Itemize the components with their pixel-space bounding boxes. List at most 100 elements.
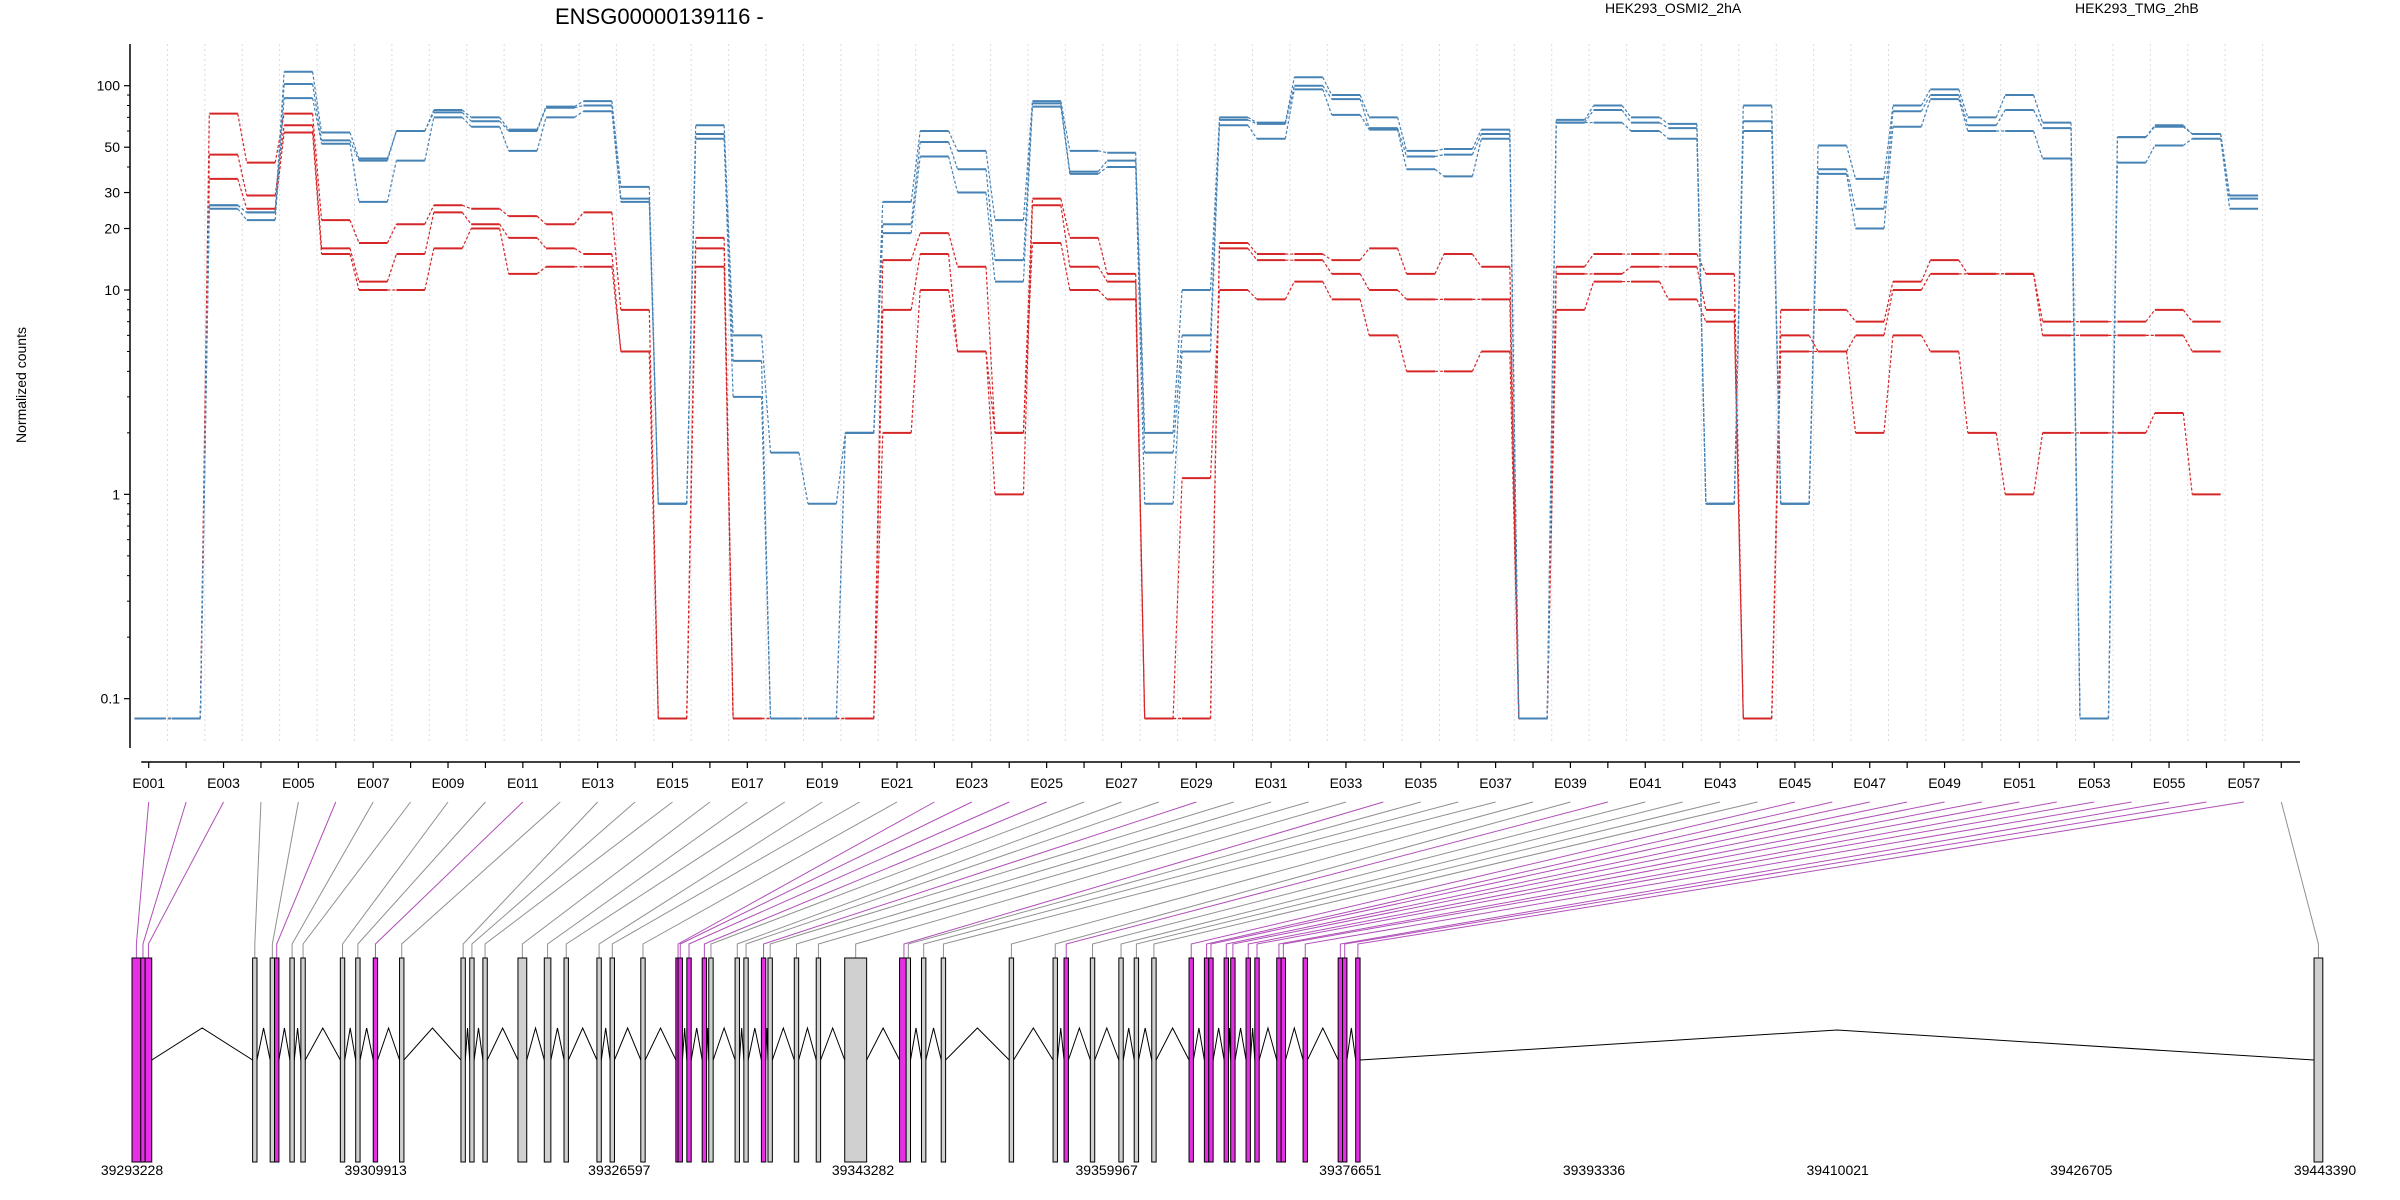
series-connector xyxy=(948,156,959,193)
grid-layer xyxy=(166,44,2264,744)
series-connector xyxy=(1621,105,1632,118)
series-connector xyxy=(2145,126,2156,138)
series-connector xyxy=(611,253,622,352)
series-connector xyxy=(611,101,622,187)
exon-box xyxy=(743,957,749,1163)
exon-connector xyxy=(763,801,1197,958)
exon-connector xyxy=(374,801,524,958)
y-tick-label: 50 xyxy=(104,139,120,155)
exon-connector xyxy=(942,801,1496,958)
x-tick-label: E033 xyxy=(1330,775,1363,791)
exon-box xyxy=(339,957,346,1163)
series-connector xyxy=(386,223,397,244)
series-connector xyxy=(1284,281,1295,300)
exon-connector-layer xyxy=(135,801,2319,958)
series-connector xyxy=(424,248,435,291)
exon-connector xyxy=(923,801,1459,958)
x-tick-label: E051 xyxy=(2003,775,2036,791)
series-connector xyxy=(349,219,360,244)
series-connector xyxy=(386,253,397,282)
legend-item-osmi2: HEK293_OSMI2_2hA xyxy=(1605,0,1742,16)
series-connector xyxy=(499,208,510,217)
series-connector xyxy=(1584,109,1595,123)
y-tick-label: 30 xyxy=(104,185,120,201)
series-connector xyxy=(686,138,697,504)
series-connector xyxy=(1434,154,1445,158)
series-connector xyxy=(2220,133,2231,199)
series-connector xyxy=(611,111,622,202)
x-tick-label: E001 xyxy=(132,775,165,791)
exon-connector xyxy=(703,801,1047,958)
series-connector xyxy=(1958,89,1969,118)
series-connector xyxy=(1359,299,1370,336)
exon-connector xyxy=(1247,801,1983,958)
exon-connector xyxy=(271,801,299,958)
exon-box xyxy=(517,957,528,1163)
series-connector xyxy=(1883,289,1894,336)
exon-connector xyxy=(611,801,860,958)
series-connector xyxy=(1584,105,1595,121)
series-connector xyxy=(499,228,510,274)
exon-box xyxy=(844,957,868,1163)
series-connector xyxy=(1359,247,1370,261)
exon-box xyxy=(355,957,361,1163)
y-tick-label: 0.1 xyxy=(101,691,121,707)
series-connector xyxy=(311,83,323,141)
exon-connector xyxy=(1232,801,1945,958)
series-connector xyxy=(1097,166,1108,175)
series-connector xyxy=(1846,309,1857,323)
series-connector xyxy=(461,228,472,249)
series-connector xyxy=(237,204,248,213)
exon-connector xyxy=(1278,801,2057,958)
exon-connector xyxy=(1304,801,2132,958)
series-connector xyxy=(462,204,472,210)
series-connector xyxy=(985,351,996,433)
series-5 xyxy=(134,88,2259,720)
series-connector xyxy=(1584,253,1595,268)
series-connector xyxy=(1659,122,1669,129)
series-connector xyxy=(948,232,959,267)
exon-box xyxy=(1089,957,1096,1163)
series-connector xyxy=(237,113,248,163)
series-connector xyxy=(2145,309,2156,323)
exon-connector xyxy=(401,801,561,958)
series-connector xyxy=(1209,289,1221,479)
gene-model-layer: 39293228 39309913 39326597 39343282 39359967… xyxy=(101,957,2356,1178)
series-connector xyxy=(1397,248,1408,275)
exon-box xyxy=(1151,957,1157,1163)
series-connector xyxy=(2182,126,2193,135)
exon-box xyxy=(1118,957,1124,1163)
series-connector xyxy=(386,130,397,161)
exon-connector xyxy=(1135,801,1721,958)
series-connector xyxy=(1060,103,1071,172)
series-connector xyxy=(1883,335,1894,433)
series-connector xyxy=(1359,114,1370,130)
exon-box xyxy=(1063,957,1069,1163)
series-connector xyxy=(1209,117,1221,291)
exon-connector xyxy=(135,801,150,958)
x-tick-label: E049 xyxy=(1928,775,1961,791)
series-connector xyxy=(311,132,323,255)
exon-connector xyxy=(547,801,748,958)
exon-box xyxy=(1052,957,1058,1163)
series-connector xyxy=(2220,138,2231,209)
series-connector xyxy=(1322,253,1333,261)
x-tick-label: E015 xyxy=(656,775,689,791)
exon-connector xyxy=(1344,801,2207,958)
series-connector xyxy=(349,143,360,202)
exon-box xyxy=(920,957,927,1163)
series-connector xyxy=(1659,130,1669,140)
series-connector xyxy=(2107,162,2119,719)
series-connector xyxy=(424,204,435,225)
series-connector xyxy=(1247,116,1258,124)
series-connector xyxy=(985,150,996,221)
series-connector xyxy=(461,111,472,122)
exon-connector xyxy=(276,801,337,958)
series-connector xyxy=(349,253,360,291)
exon-box xyxy=(131,957,142,1163)
genomic-coordinate-label: 39326597 xyxy=(588,1162,651,1178)
exon-box xyxy=(372,957,379,1163)
x-tick-label: E037 xyxy=(1479,775,1512,791)
exon-box xyxy=(596,957,602,1163)
